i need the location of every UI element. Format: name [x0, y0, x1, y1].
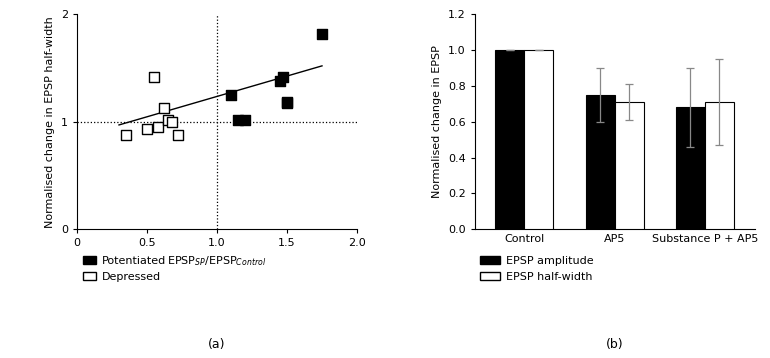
Bar	[676, 107, 705, 229]
Y-axis label: Normalised change in EPSP half-width: Normalised change in EPSP half-width	[45, 16, 55, 228]
Point	[274, 78, 286, 84]
Point	[152, 124, 164, 130]
X-axis label: EPSP$_{SP}$/EPSP$_{Control}$: EPSP$_{SP}$/EPSP$_{Control}$	[167, 254, 266, 267]
Point	[120, 132, 132, 137]
Point	[276, 74, 289, 79]
Text: (b): (b)	[606, 338, 624, 351]
Point	[166, 119, 179, 125]
Point	[281, 101, 293, 106]
Point	[162, 117, 174, 122]
Point	[225, 92, 237, 98]
Bar	[586, 95, 614, 229]
Legend: EPSP amplitude, EPSP half-width: EPSP amplitude, EPSP half-width	[480, 256, 594, 282]
Bar	[495, 50, 524, 229]
Point	[281, 100, 293, 105]
Point	[172, 132, 184, 137]
Point	[316, 31, 328, 37]
Point	[148, 74, 160, 79]
Y-axis label: Normalised change in EPSP: Normalised change in EPSP	[432, 45, 442, 198]
Point	[141, 126, 153, 132]
Text: (a): (a)	[208, 338, 226, 351]
Point	[232, 117, 244, 122]
Bar	[524, 50, 553, 229]
Bar	[614, 102, 644, 229]
Point	[239, 117, 251, 122]
Point	[158, 105, 170, 111]
Legend: Potentiated, Depressed: Potentiated, Depressed	[82, 256, 166, 282]
Bar	[705, 102, 734, 229]
